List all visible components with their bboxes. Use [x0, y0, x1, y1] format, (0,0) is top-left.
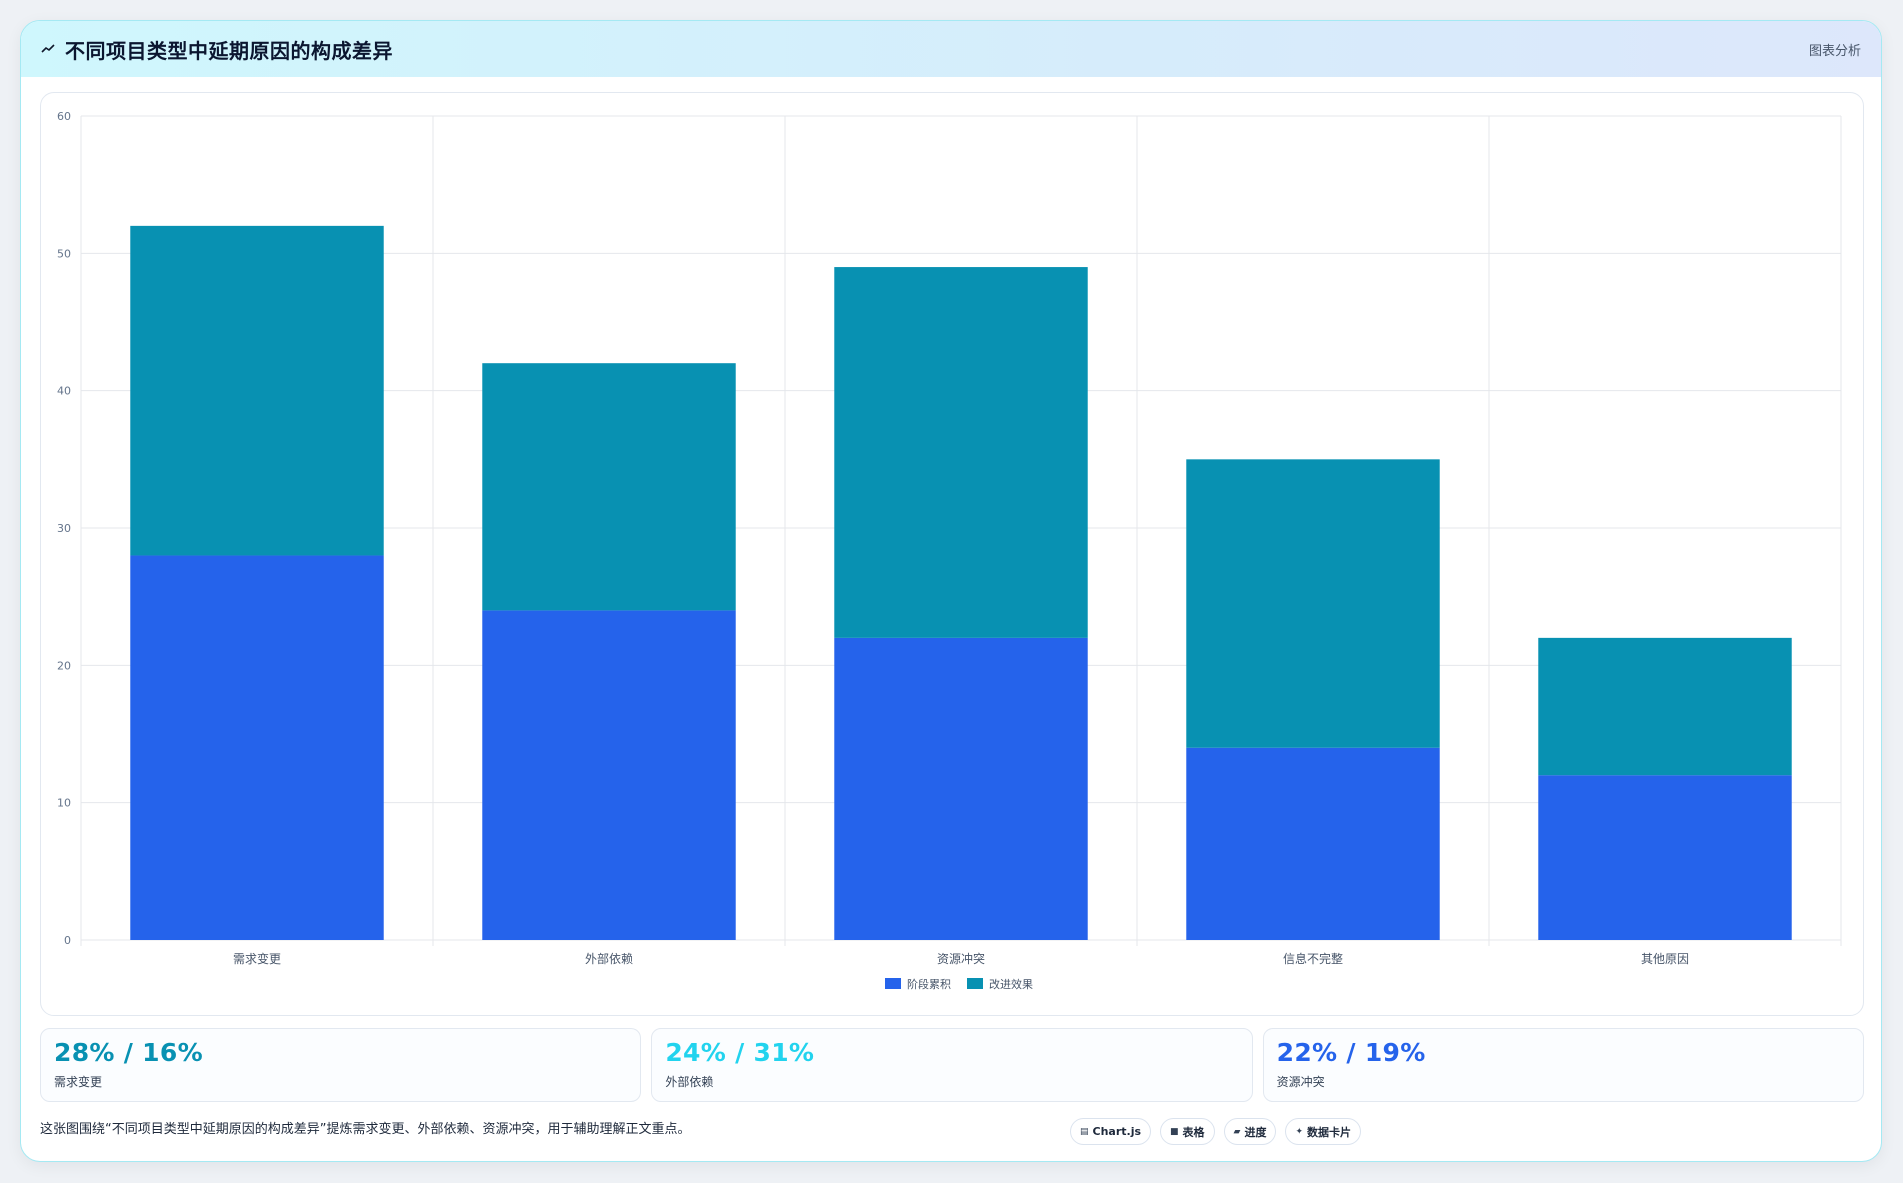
chip-label: 表格: [1182, 1125, 1205, 1139]
chip-table[interactable]: ■ 表格: [1160, 1118, 1215, 1145]
header-tag: 图表分析: [1808, 43, 1861, 59]
y-tick-label: 50: [57, 247, 71, 260]
title-wrap: 不同项目类型中延期原因的构成差异: [41, 35, 393, 64]
legend-swatch: [967, 978, 983, 989]
y-tick-label: 20: [57, 659, 71, 672]
stat-card: 24% / 31% 外部依赖: [651, 1028, 1253, 1102]
x-tick-label: 其他原因: [1641, 952, 1689, 966]
bar-segment: [130, 555, 384, 940]
sparkle-icon: ✦: [1295, 1126, 1304, 1137]
bar-segment: [482, 363, 736, 611]
footer-caption: 这张图围绕“不同项目类型中延期原因的构成差异”提炼需求变更、外部依赖、资源冲突，…: [40, 1122, 691, 1137]
bar-segment: [482, 610, 736, 940]
y-tick-label: 30: [57, 522, 71, 535]
bar-segment: [1186, 459, 1440, 748]
stat-card: 22% / 19% 资源冲突: [1262, 1028, 1864, 1102]
legend-label: 改进效果: [989, 977, 1033, 991]
chart-icon: ▤: [1080, 1126, 1089, 1137]
progress-icon: ▰: [1233, 1126, 1241, 1137]
bar-segment: [1538, 775, 1792, 940]
bar-segment: [1538, 637, 1792, 776]
chip-label: Chart.js: [1092, 1125, 1142, 1138]
chip-data-card[interactable]: ✦ 数据卡片: [1285, 1118, 1362, 1145]
stat-value: 28% / 16%: [54, 1038, 203, 1067]
bar-segment: [834, 637, 1088, 940]
legend-label: 阶段累积: [907, 977, 951, 991]
stat-card: 28% / 16% 需求变更: [40, 1028, 642, 1102]
y-tick-label: 10: [57, 797, 71, 810]
x-tick-label: 资源冲突: [937, 951, 985, 966]
chip-progress[interactable]: ▰ 进度: [1223, 1118, 1277, 1145]
bar-segment: [130, 225, 384, 556]
chip-label: 进度: [1244, 1125, 1267, 1139]
legend-swatch: [885, 978, 901, 989]
y-tick-label: 60: [57, 110, 71, 123]
chart-panel: 0 10 20 30 40 50 60 需求变更 外部依赖 资源冲突 信息不完整 其他原因阶段累积 改进…: [40, 92, 1864, 1016]
y-tick-label: 0: [64, 934, 71, 947]
stat-label: 需求变更: [54, 1075, 103, 1089]
page-title: 不同项目类型中延期原因的构成差异: [65, 38, 393, 63]
x-tick-label: 需求变更: [233, 951, 281, 966]
stat-value: 24% / 31%: [665, 1038, 815, 1067]
chip-list: ▤ Chart.js ■ 表格 ▰ 进度 ✦ 数据卡片: [1070, 1118, 1362, 1145]
chip-label: 数据卡片: [1307, 1125, 1352, 1139]
card-header: 不同项目类型中延期原因的构成差异 图表分析: [21, 21, 1881, 77]
stat-label: 外部依赖: [665, 1075, 714, 1089]
stat-value: 22% / 19%: [1276, 1038, 1426, 1067]
footer: 这张图围绕“不同项目类型中延期原因的构成差异”提炼需求变更、外部依赖、资源冲突，…: [40, 1118, 1862, 1158]
table-icon: ■: [1170, 1126, 1179, 1137]
trend-icon: [41, 44, 55, 53]
chip-chartjs[interactable]: ▤ Chart.js: [1070, 1118, 1152, 1145]
x-tick-label: 信息不完整: [1283, 951, 1343, 966]
stat-label: 资源冲突: [1276, 1075, 1325, 1089]
x-tick-label: 外部依赖: [585, 951, 633, 966]
chart-card: 不同项目类型中延期原因的构成差异 图表分析 0 10 20 30 40 50 60 需求变更外…: [20, 20, 1882, 1162]
y-tick-label: 40: [57, 385, 71, 398]
bar-segment: [834, 267, 1088, 638]
bar-segment: [1186, 747, 1440, 940]
stat-cards: 28% / 16% 需求变更 24% / 31% 外部依赖 22% / 19% …: [40, 1028, 1864, 1102]
